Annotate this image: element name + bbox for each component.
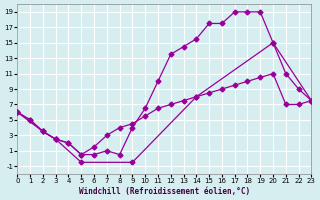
X-axis label: Windchill (Refroidissement éolien,°C): Windchill (Refroidissement éolien,°C) (79, 187, 250, 196)
